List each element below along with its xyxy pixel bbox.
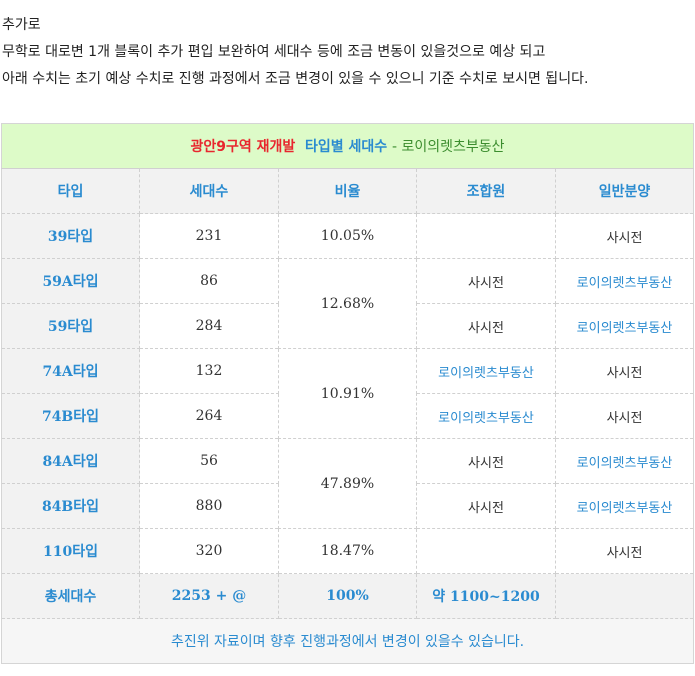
table-footer-row: 추진위 자료이며 향후 진행과정에서 변경이 있을수 있습니다.: [0, 618, 695, 664]
member-cell: 사시전: [416, 258, 556, 304]
total-ratio: 100%: [278, 573, 417, 619]
table-row: 84B타입 880 사시전 로이의렛츠부동산: [1, 483, 695, 529]
ratio-cell: 47.89%: [278, 438, 417, 529]
ratio-cell: 10.05%: [278, 213, 417, 259]
general-cell: 로이의렛츠부동산: [554, 483, 695, 529]
type-cell: 110타입: [1, 528, 140, 574]
type-cell: 74A타입: [1, 348, 140, 394]
intro-line-2: 무학로 대로변 1개 블록이 추가 편입 보완하여 세대수 등에 조금 변동이 …: [2, 44, 546, 60]
member-cell: 사시전: [416, 483, 556, 529]
table-row: 59타입 284 사시전 로이의렛츠부동산: [1, 303, 695, 349]
table-row: 74A타입 132 10.91% 로이의렛츠부동산 사시전: [1, 348, 695, 439]
count-cell: 880: [139, 483, 279, 529]
table-caption: 광안9구역 재개발 타입별 세대수 - 로이의렛츠부동산: [0, 123, 695, 169]
type-cell: 39타입: [1, 213, 140, 259]
member-cell: 사시전: [416, 303, 556, 349]
table-row: 74B타입 264 로이의렛츠부동산 사시전: [1, 393, 695, 439]
table-footer-note: 추진위 자료이며 향후 진행과정에서 변경이 있을수 있습니다.: [0, 618, 695, 664]
table-row: 59A타입 86 12.68% 사시전 로이의렛츠부동산: [1, 258, 695, 349]
header-type: 타입: [1, 168, 140, 214]
general-cell: 로이의렛츠부동산: [554, 438, 695, 484]
general-cell: 사시전: [554, 348, 695, 394]
caption-project-name: 광안9구역 재개발: [190, 139, 296, 155]
member-cell: 로이의렛츠부동산: [416, 393, 556, 439]
member-cell: 사시전: [416, 438, 556, 484]
general-cell: 사시전: [554, 213, 695, 259]
type-cell: 84A타입: [1, 438, 140, 484]
general-cell: 사시전: [554, 393, 695, 439]
header-count: 세대수: [139, 168, 279, 214]
total-count: 2253 + @: [139, 573, 279, 619]
ratio-cell: 10.91%: [278, 348, 417, 439]
type-cell: 59타입: [1, 303, 140, 349]
count-cell: 56: [139, 438, 279, 484]
header-ratio: 비율: [278, 168, 417, 214]
type-cell: 84B타입: [1, 483, 140, 529]
caption-title: 타입별 세대수: [304, 139, 388, 155]
type-cell: 74B타입: [1, 393, 140, 439]
intro-line-3: 아래 수치는 초기 예상 수치로 진행 과정에서 조금 변경이 있을 수 있으니…: [2, 71, 589, 87]
ratio-cell: 18.47%: [278, 528, 417, 574]
count-cell: 284: [139, 303, 279, 349]
table-header-row: 타입 세대수 비율 조합원 일반분양: [1, 168, 695, 214]
count-cell: 86: [139, 258, 279, 304]
total-member: 약 1100~1200: [416, 573, 556, 619]
total-general: [554, 573, 695, 619]
member-cell: [416, 213, 556, 259]
intro-text: 추가로 무학로 대로변 1개 블록이 추가 편입 보완하여 세대수 등에 조금 …: [2, 12, 692, 93]
general-cell: 로이의렛츠부동산: [554, 258, 695, 304]
table-row: 110타입 320 18.47% 사시전: [1, 528, 695, 574]
total-label: 총세대수: [1, 573, 140, 619]
ratio-cell: 12.68%: [278, 258, 417, 349]
count-cell: 132: [139, 348, 279, 394]
general-cell: 로이의렛츠부동산: [554, 303, 695, 349]
table-row: 84A타입 56 47.89% 사시전 로이의렛츠부동산: [1, 438, 695, 529]
member-cell: 로이의렛츠부동산: [416, 348, 556, 394]
caption-source: - 로이의렛츠부동산: [392, 139, 505, 155]
intro-line-1: 추가로: [2, 17, 41, 33]
member-cell: [416, 528, 556, 574]
table-caption-row: 광안9구역 재개발 타입별 세대수 - 로이의렛츠부동산: [0, 123, 695, 169]
count-cell: 320: [139, 528, 279, 574]
count-cell: 264: [139, 393, 279, 439]
table-row: 39타입 231 10.05% 사시전: [1, 213, 695, 259]
header-member: 조합원: [416, 168, 556, 214]
total-row: 총세대수 2253 + @ 100% 약 1100~1200: [1, 573, 695, 619]
unit-type-table: 광안9구역 재개발 타입별 세대수 - 로이의렛츠부동산 타입 세대수 비율 조…: [0, 123, 695, 664]
type-cell: 59A타입: [1, 258, 140, 304]
general-cell: 사시전: [554, 528, 695, 574]
count-cell: 231: [139, 213, 279, 259]
header-general: 일반분양: [554, 168, 695, 214]
